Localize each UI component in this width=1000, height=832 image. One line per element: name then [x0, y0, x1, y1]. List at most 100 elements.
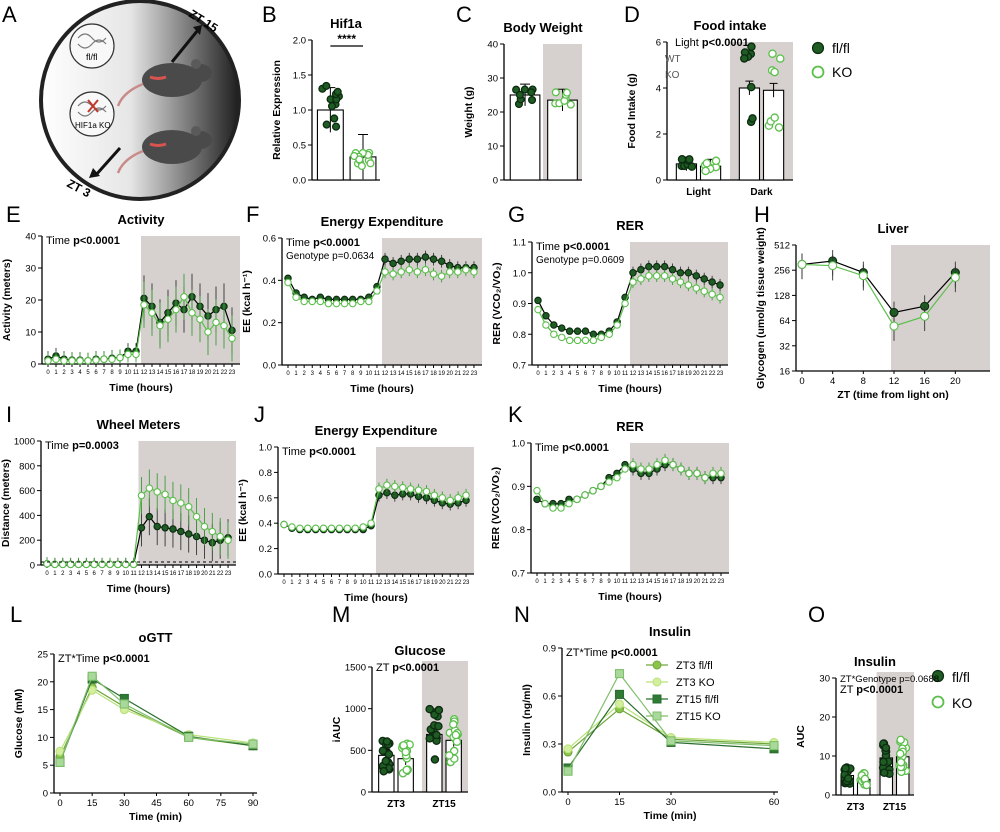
data-point: [413, 268, 422, 276]
x-tick-label: 1: [294, 371, 298, 377]
x-tick-label: 8: [351, 371, 355, 377]
data-point: [652, 272, 661, 280]
data-point: [365, 297, 373, 306]
y-tick-label: 512: [774, 241, 790, 252]
x-tick-label: 14: [398, 371, 405, 377]
data-point: [381, 268, 389, 276]
panel-letter-C: C: [456, 2, 472, 27]
stat-extra-label: WT: [665, 54, 681, 65]
bar: [547, 99, 578, 181]
data-point: [303, 524, 312, 533]
chart-panel-M: 0 500 1000 1500 Glucose iAUC M ZT3 ZT15 ZT p<0.00…: [331, 602, 468, 810]
data-point: [84, 357, 92, 365]
data-point: [169, 496, 177, 505]
data-point: [137, 524, 146, 532]
y-tick-label: 0.0: [259, 570, 272, 581]
data-point: [701, 473, 709, 482]
data-point: [359, 523, 367, 531]
data-point: [132, 350, 140, 359]
data-point: [425, 704, 434, 714]
data-point: [422, 487, 431, 496]
data-point: [60, 357, 68, 365]
x-tick-label: 9: [359, 371, 363, 377]
x-tick-label: 20: [693, 371, 700, 377]
data-point: [534, 296, 542, 305]
legend-marker-dark: [811, 41, 825, 55]
y-axis-label: RER (VCO₂/VO₂): [490, 467, 502, 549]
x-tick-label: 21: [454, 371, 461, 377]
x-tick-label: 90: [248, 798, 259, 809]
y-tick-label: 0.8: [513, 330, 526, 341]
legend-label-flfl: fl/fl: [952, 669, 970, 685]
data-point: [332, 299, 341, 308]
data-point: [153, 522, 161, 531]
data-point: [716, 281, 724, 289]
data-point: [196, 315, 204, 323]
x-tick-label: 16: [661, 371, 668, 377]
data-point: [614, 699, 625, 709]
y-tick-label: 0.4: [263, 276, 276, 287]
y-tick-label: 1.1: [513, 238, 526, 249]
y-tick-label: 1500: [345, 663, 366, 674]
stat-annotation: Light p<0.0001: [675, 37, 749, 49]
x-tick-label: 12: [630, 371, 637, 377]
x-tick-label: 0: [282, 580, 286, 586]
schematic-panel: A fl/fl HIF1a KO: [2, 0, 241, 201]
x-tick-label: 16: [173, 370, 180, 376]
data-point: [391, 482, 399, 491]
stat-label: Light: [675, 37, 702, 49]
data-point: [774, 123, 784, 132]
data-point: [637, 265, 645, 274]
data-point: [92, 356, 100, 364]
panel-letter-E: E: [6, 202, 21, 227]
y-tick-label: 0.8: [512, 525, 525, 536]
data-point: [121, 560, 130, 569]
data-point: [327, 102, 337, 111]
data-point: [515, 90, 524, 99]
chart-panel-B: 0.0 0.5 1.0 1.5 2.0 Hif1a Relative Expression B…: [262, 2, 380, 187]
data-point: [438, 494, 447, 502]
data-point: [621, 299, 629, 308]
x-tick-label: 11: [133, 370, 140, 376]
chart-panel-O: 0 10 20 30 Insulin AUC O ZT3 ZT15 ZT*Genotype p=0…: [795, 602, 939, 813]
data-point: [351, 524, 359, 533]
x-tick-label: 6: [330, 580, 334, 586]
data-point: [340, 299, 349, 308]
data-point: [841, 764, 850, 773]
data-point: [708, 278, 716, 286]
x-tick-label: 11: [622, 579, 629, 585]
data-point: [434, 705, 444, 715]
data-point: [693, 469, 701, 478]
chart-panel-F: 0.0 0.2 0.4 0.6 Energy Expenditure EE (kcal h…: [241, 202, 482, 395]
data-point: [746, 82, 756, 92]
data-point: [145, 512, 154, 521]
data-point: [398, 483, 407, 492]
legend-marker: [652, 694, 662, 704]
data-point: [557, 324, 566, 332]
x-tick-label: 21: [447, 580, 454, 586]
data-point: [161, 524, 169, 532]
bar: [762, 89, 785, 181]
chart-panel-G: 0.7 0.8 0.9 1.0 1.1 RER RER (VCO₂/VO₂) Time (ho…: [491, 202, 728, 395]
x-tick-label: 8: [110, 370, 114, 376]
y-tick-label: 40: [487, 40, 498, 51]
x-tick-label: 30: [119, 798, 130, 809]
x-tick-label: 12: [382, 371, 389, 377]
y-tick-label: 2: [656, 130, 661, 141]
chart-panel-C: 0 10 20 30 40 Body Weight Weight (g) C: [456, 2, 583, 187]
chart-title: Insulin: [854, 654, 896, 669]
data-point: [108, 355, 116, 363]
data-point: [563, 744, 573, 754]
data-point: [462, 491, 470, 500]
y-tick-label: 0.0: [543, 788, 556, 799]
data-point: [692, 284, 701, 292]
x-tick-label: 16: [407, 580, 414, 586]
data-point: [676, 278, 685, 286]
x-tick-label: 8: [346, 580, 350, 586]
stat-annotation: Time p<0.0001: [282, 446, 356, 458]
stat-label: ZT: [840, 684, 856, 696]
legend-label: ZT3 fl/fl: [676, 660, 713, 672]
data-point: [161, 490, 169, 499]
y-tick-label: 0.9: [513, 299, 526, 310]
